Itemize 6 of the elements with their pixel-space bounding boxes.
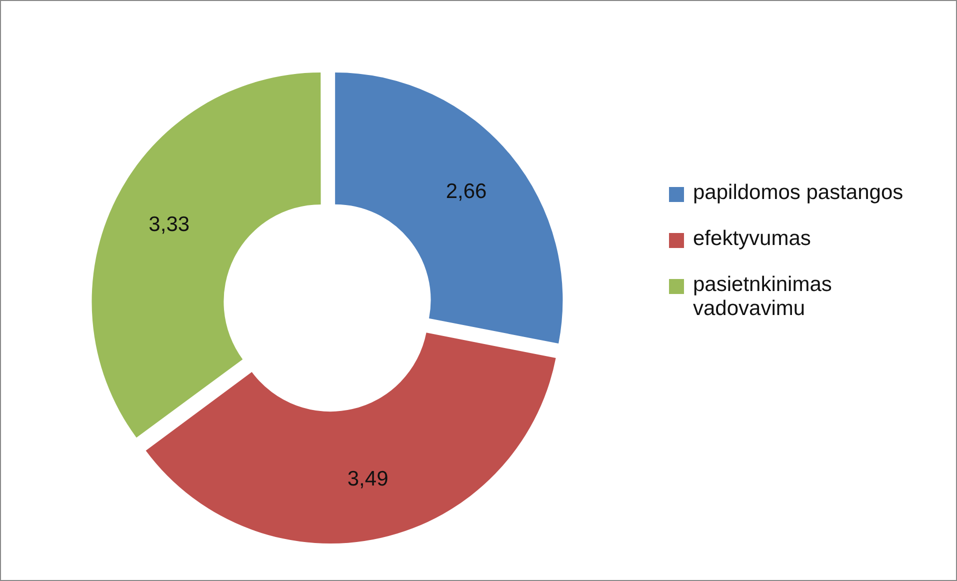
legend-label: pasietnkinimas vadovavimu bbox=[693, 273, 833, 321]
legend-label: efektyvumas bbox=[693, 227, 811, 251]
data-label: 3,33 bbox=[148, 212, 190, 236]
data-label: 2,66 bbox=[446, 180, 487, 203]
legend-label: papildomos pastangos bbox=[693, 181, 904, 205]
data-label: 3,49 bbox=[347, 467, 388, 490]
